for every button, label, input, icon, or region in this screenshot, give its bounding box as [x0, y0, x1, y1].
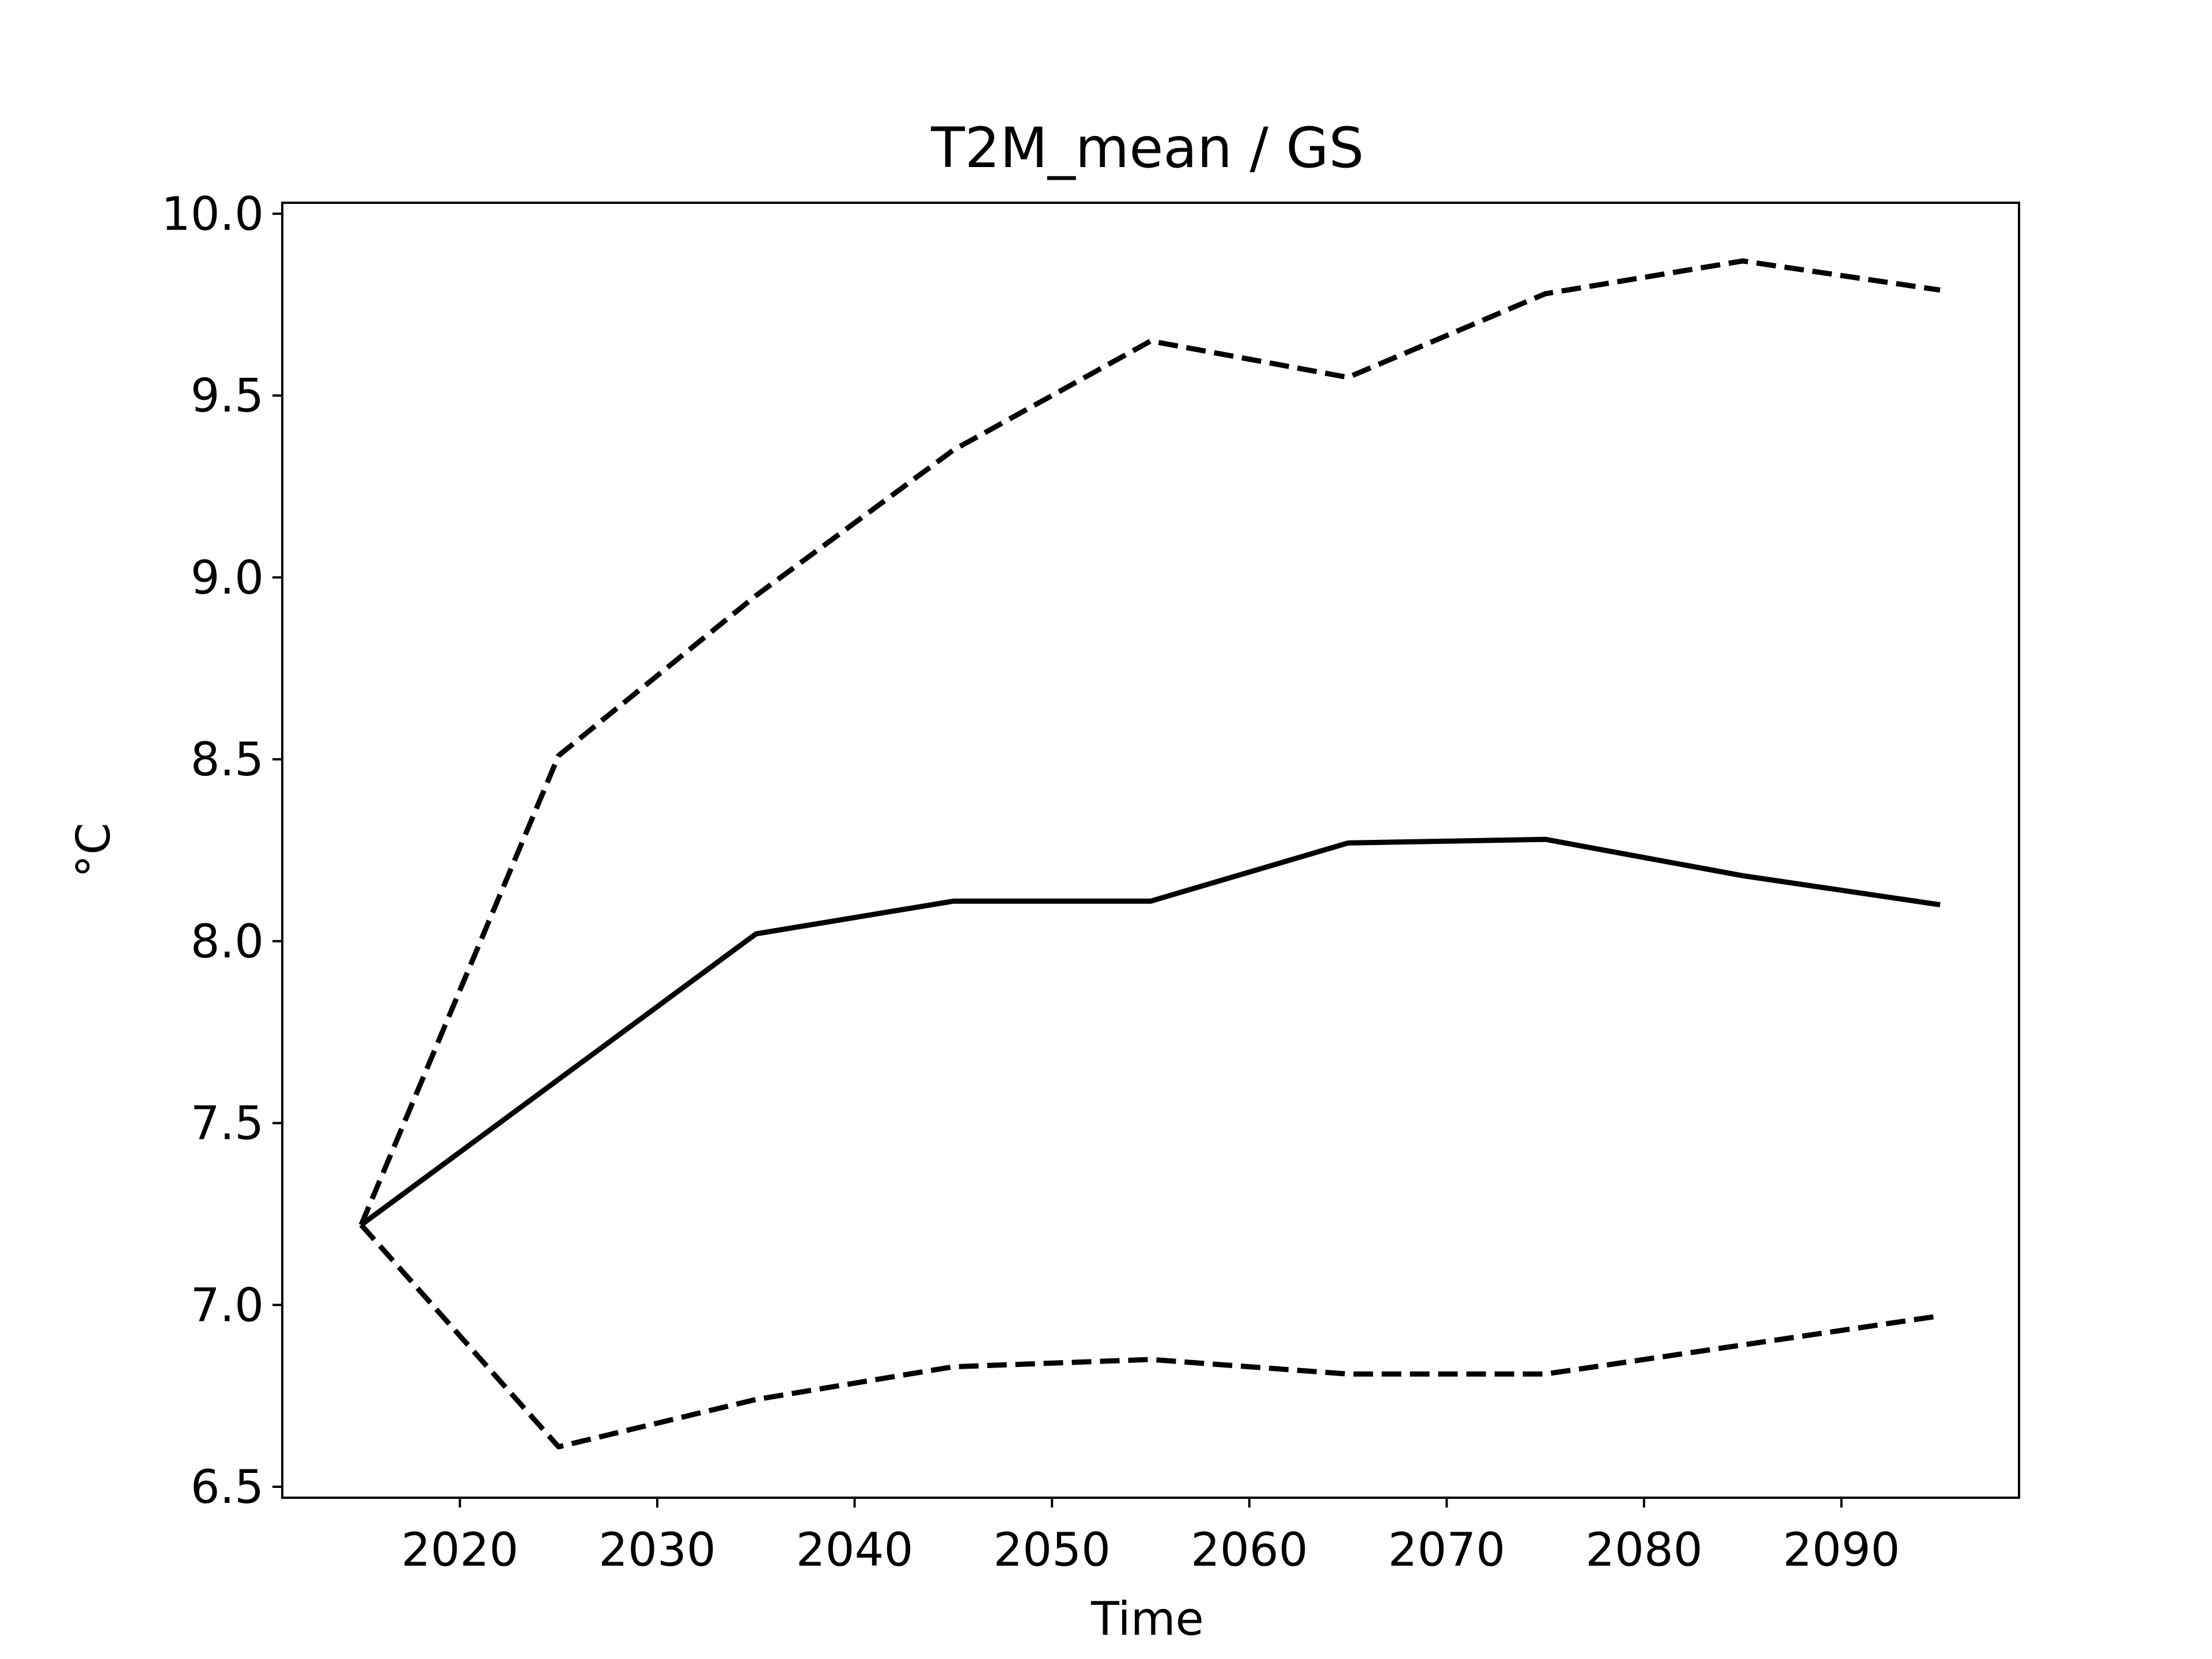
x-tick-label: 2090 [1783, 1523, 1900, 1577]
y-tick-label: 8.5 [191, 733, 264, 786]
y-tick-label: 10.0 [161, 187, 264, 241]
tick-layer: 2020 2030 2040 2050 2060 2070 2080 2090 6.5 7.0 7.… [161, 187, 1900, 1577]
lower-bound-series-line [359, 1223, 1941, 1450]
y-axis-title: °C [67, 823, 120, 878]
x-tick-label: 2030 [599, 1523, 716, 1577]
x-tick-label: 2060 [1191, 1523, 1308, 1577]
x-tick-label: 2050 [993, 1523, 1111, 1577]
x-tick-label: 2040 [796, 1523, 914, 1577]
y-tick-label: 7.0 [191, 1278, 264, 1332]
x-axis-title: Time [1090, 1592, 1204, 1646]
series-layer [358, 258, 1941, 1450]
chart-title: T2M_mean / GS [930, 116, 1364, 180]
y-tick-label: 6.5 [191, 1460, 264, 1514]
y-tick-label: 9.5 [191, 369, 264, 423]
y-tick-label: 7.5 [191, 1097, 264, 1150]
x-tick-label: 2020 [402, 1523, 519, 1577]
y-tick-label: 9.0 [191, 551, 264, 604]
x-tick-label: 2080 [1585, 1523, 1703, 1577]
x-tick-label: 2070 [1388, 1523, 1506, 1577]
upper-bound-series-line [358, 258, 1941, 1226]
mean-series-line [359, 836, 1941, 1228]
plot-area-frame [281, 202, 2020, 1499]
y-tick-label: 8.0 [191, 915, 264, 968]
